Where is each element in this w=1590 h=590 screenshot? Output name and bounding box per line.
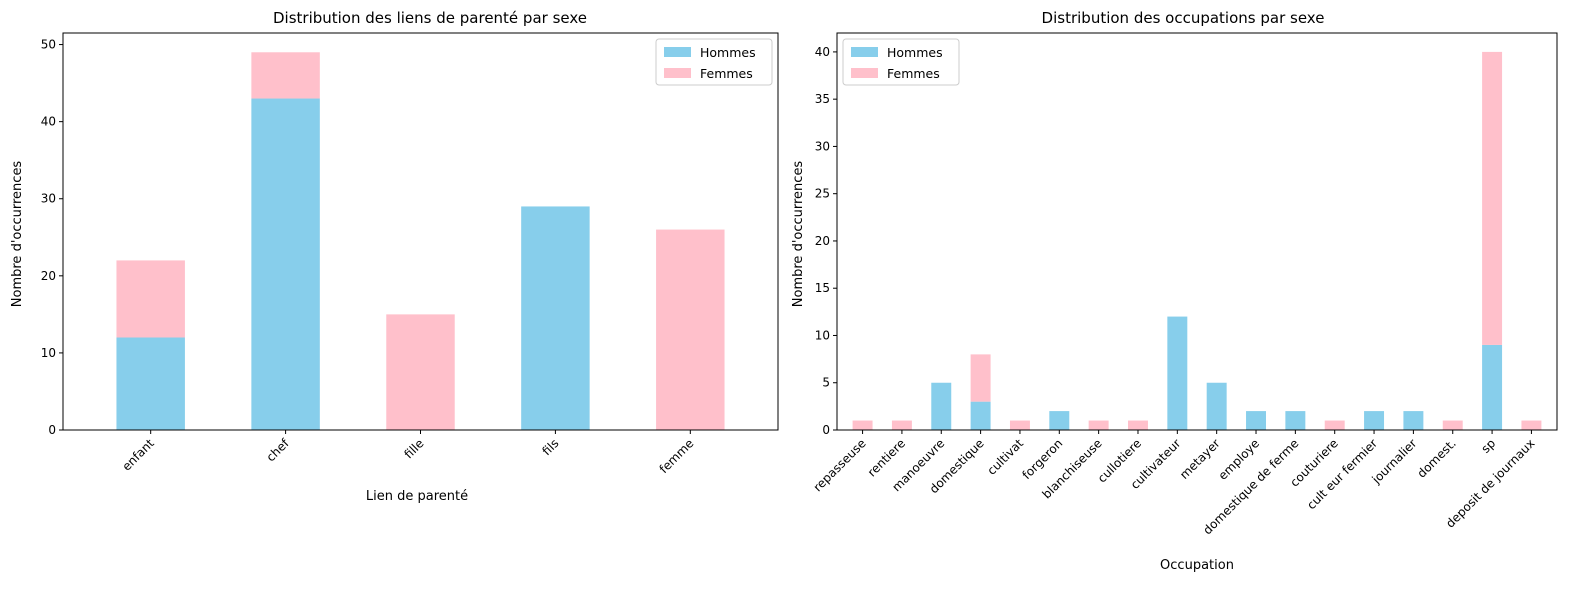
kinship-chart: Distribution des liens de parenté par se… <box>10 9 779 504</box>
y-axis-label: Nombre d'occurrences <box>791 161 806 308</box>
y-tick-label: 0 <box>822 423 830 437</box>
bar-femmes-17 <box>1521 420 1542 430</box>
bar-femmes-0 <box>852 420 873 430</box>
bar-hommes-8 <box>1167 316 1188 430</box>
x-tick-label: cult eur fermier <box>1304 436 1380 512</box>
bar-femmes-6 <box>1088 420 1109 430</box>
bar-hommes-16 <box>1482 344 1503 430</box>
y-tick-label: 30 <box>815 139 830 153</box>
legend-label-hommes: Hommes <box>887 45 943 60</box>
bar-hommes-14 <box>1403 411 1424 430</box>
legend-swatch-hommes <box>851 47 878 57</box>
x-tick-label: fils <box>539 436 561 458</box>
y-tick-label: 15 <box>815 281 830 295</box>
bars <box>116 52 725 431</box>
y-tick-label: 50 <box>41 38 56 52</box>
y-tick-label: 20 <box>815 234 830 248</box>
y-tick-label: 40 <box>815 45 830 59</box>
chart-title: Distribution des occupations par sexe <box>1042 9 1325 27</box>
occupation-chart: Distribution des occupations par sexe Oc… <box>791 9 1558 573</box>
legend-label-hommes: Hommes <box>700 45 756 60</box>
y-axis-label: Nombre d'occurrences <box>10 161 25 308</box>
bar-hommes-9 <box>1206 382 1227 430</box>
y-tick-label: 10 <box>815 328 830 342</box>
bar-hommes-11 <box>1285 411 1306 430</box>
x-tick-label: repasseuse <box>811 436 869 494</box>
bar-femmes-2 <box>386 314 455 430</box>
y-tick-label: 35 <box>815 92 830 106</box>
legend-label-femmes: Femmes <box>700 66 753 81</box>
x-tick-label: domest. <box>1414 436 1458 480</box>
legend-swatch-hommes <box>664 47 691 57</box>
x-axis-label: Occupation <box>1160 558 1234 573</box>
bar-femmes-0 <box>116 260 185 338</box>
bar-hommes-5 <box>1049 411 1070 430</box>
bar-femmes-1 <box>891 420 912 430</box>
legend: Hommes Femmes <box>655 38 773 86</box>
x-tick-label: enfant <box>119 436 157 474</box>
x-tick-label: fille <box>401 436 426 461</box>
legend-label-femmes: Femmes <box>887 66 940 81</box>
y-tick-label: 5 <box>822 376 830 390</box>
axes: 0510152025303540repasseuserentieremanoeu… <box>811 32 1558 537</box>
legend-swatch-femmes <box>664 68 691 78</box>
bar-hommes-1 <box>251 98 320 431</box>
chart-title: Distribution des liens de parenté par se… <box>273 9 587 27</box>
bar-femmes-15 <box>1442 420 1463 430</box>
y-tick-label: 20 <box>41 269 56 283</box>
bar-femmes-3 <box>970 354 991 402</box>
bars <box>852 51 1542 430</box>
bar-hommes-0 <box>116 337 185 430</box>
y-tick-label: 30 <box>41 192 56 206</box>
bar-femmes-7 <box>1128 420 1148 430</box>
bar-hommes-3 <box>970 401 991 430</box>
bar-hommes-13 <box>1364 411 1385 430</box>
x-tick-label: metayer <box>1177 436 1223 482</box>
legend: Hommes Femmes <box>842 38 960 86</box>
x-tick-label: chef <box>264 436 293 465</box>
bar-femmes-12 <box>1324 420 1345 430</box>
axes-frame <box>836 32 1558 431</box>
x-tick-label: sp <box>1478 436 1498 456</box>
x-axis-label: Lien de parenté <box>366 489 468 504</box>
bar-femmes-1 <box>251 52 320 99</box>
y-tick-label: 10 <box>41 346 56 360</box>
y-tick-label: 0 <box>48 423 56 437</box>
bar-femmes-4 <box>656 229 725 430</box>
bar-hommes-10 <box>1246 411 1266 430</box>
bar-femmes-4 <box>1009 420 1030 430</box>
legend-swatch-femmes <box>851 68 878 78</box>
y-tick-label: 25 <box>815 187 830 201</box>
bar-hommes-3 <box>521 206 590 430</box>
bar-hommes-2 <box>931 382 952 430</box>
bar-femmes-16 <box>1482 51 1503 345</box>
x-tick-label: femme <box>657 436 697 476</box>
y-tick-label: 40 <box>41 115 56 129</box>
